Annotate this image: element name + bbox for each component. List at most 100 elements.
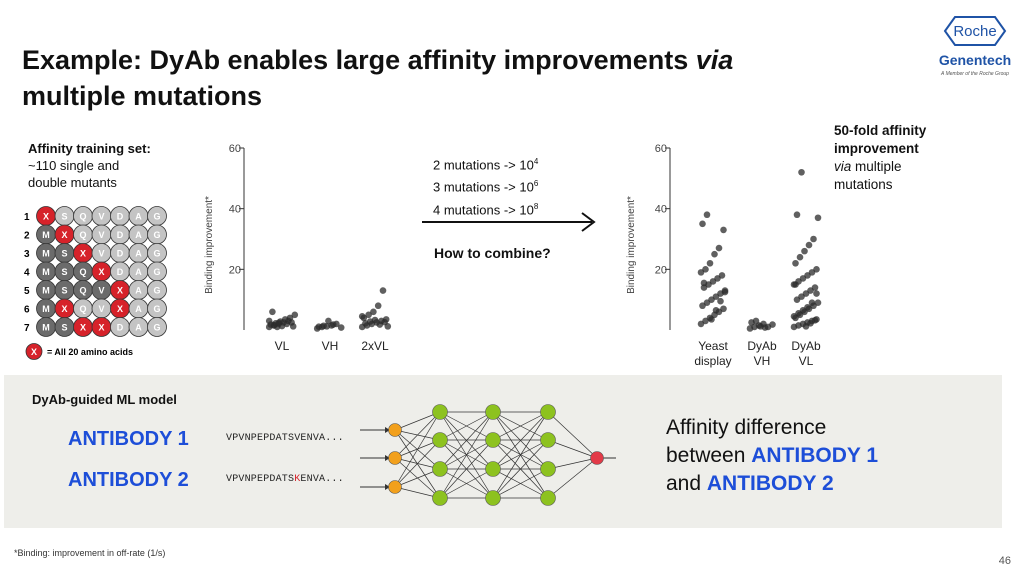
residue-letter: D (117, 212, 124, 222)
grid-row-label: 1 (24, 212, 30, 223)
output-antibody2: ANTIBODY 2 (706, 472, 834, 495)
affinity-output-text: Affinity difference between ANTIBODY 1 a… (666, 416, 879, 495)
data-point (752, 317, 760, 325)
y-tick-label: 40 (655, 204, 667, 216)
x-tick-label: VL (275, 339, 290, 353)
title-part2: multiple mutations (22, 81, 263, 111)
residue-letter: S (61, 286, 67, 296)
x-tick-label: 2xVL (361, 339, 389, 353)
residue-letter: A (135, 323, 142, 333)
data-point (811, 316, 819, 324)
nn-hidden-node (540, 432, 556, 448)
nn-input-node (388, 451, 402, 465)
training-set-line2: double mutants (28, 175, 117, 190)
data-point (720, 226, 727, 234)
data-point (329, 321, 337, 328)
nn-hidden-node (485, 490, 501, 506)
data-point (813, 266, 820, 273)
nn-output-node (590, 451, 604, 465)
residue-letter: A (135, 267, 142, 277)
nn-input-arrow (385, 455, 390, 461)
y-axis-label: Binding improvement* (626, 196, 637, 294)
binding-chart-training: 20 40 60 Binding improvement* VL VH 2xVL (204, 143, 392, 353)
data-point (813, 290, 820, 297)
nn-hidden-node (485, 432, 501, 448)
ml-model-panel (4, 375, 1002, 528)
data-point (801, 247, 808, 255)
nn-hidden-node (432, 432, 448, 448)
y-tick-label: 40 (229, 204, 241, 216)
data-point (365, 311, 372, 319)
residue-letter: M (42, 304, 50, 314)
x-tick-label: DyAb (791, 339, 821, 353)
combo-line-3: 3 mutations -> 106 (433, 179, 539, 195)
mutation-x-icon: X (117, 304, 123, 314)
nn-connection (439, 439, 494, 499)
roche-genentech-logo: Roche Genentech A Member of the Roche Gr… (929, 12, 1021, 82)
data-point (715, 244, 723, 252)
neural-network-diagram (360, 404, 616, 506)
legend-x-label: X (31, 347, 37, 357)
data-point (805, 241, 813, 249)
legend-x-icon (25, 343, 43, 360)
data-point (699, 220, 706, 228)
mutation-x-icon: X (80, 249, 86, 259)
data-point (769, 321, 776, 328)
nn-input-arrow (385, 484, 390, 490)
data-point (792, 259, 799, 267)
residue-letter: D (117, 267, 124, 277)
nn-connection (439, 411, 494, 499)
data-point (814, 299, 822, 306)
residue-letter: S (61, 267, 67, 277)
x-tick-label: VH (322, 339, 339, 353)
y-axis-label: Binding improvement* (204, 196, 215, 294)
residue-letter: M (42, 249, 50, 259)
data-point (706, 259, 714, 267)
residue-letter: V (98, 230, 104, 240)
data-point (288, 319, 295, 326)
data-point (810, 235, 817, 243)
residue-circle (147, 317, 167, 337)
residue-letter: Q (79, 212, 86, 222)
data-point (700, 279, 708, 287)
residue-letter: M (42, 286, 50, 296)
data-point (358, 313, 366, 320)
mutation-x-icon: X (61, 304, 67, 314)
output-antibody1: ANTIBODY 1 (751, 444, 879, 467)
training-set-line1: ~110 single and (28, 158, 120, 173)
residue-letter: V (98, 212, 104, 222)
nn-connection (394, 439, 441, 488)
data-point (325, 317, 332, 325)
residue-letter: Q (79, 230, 86, 240)
data-point (371, 316, 379, 324)
right-arrow-icon (422, 212, 596, 232)
y-tick-label: 20 (229, 264, 241, 276)
nn-hidden-node (432, 490, 448, 506)
antibody2-sequence: VPVNPEPDATSKENVA... (226, 474, 344, 485)
mutation-x-icon: X (98, 323, 104, 333)
residue-letter: G (153, 267, 160, 277)
nn-connection (492, 411, 549, 441)
residue-letter: A (135, 249, 142, 259)
residue-letter: V (98, 286, 104, 296)
residue-letter: M (42, 323, 50, 333)
data-point (337, 324, 345, 331)
page-number: 46 (998, 555, 1011, 567)
residue-letter: G (153, 286, 160, 296)
mutation-x-icon: X (98, 267, 104, 277)
data-point (269, 308, 276, 316)
residue-letter: Q (79, 286, 86, 296)
data-point (814, 214, 822, 222)
legend-text: = All 20 amino acids (47, 347, 133, 357)
logo-genentech-text: Genentech (939, 52, 1011, 68)
nn-connection (394, 411, 441, 431)
nn-connection (394, 411, 441, 488)
data-point (792, 281, 799, 288)
data-point (796, 253, 804, 261)
mutation-x-icon: X (80, 323, 86, 333)
residue-letter: G (153, 212, 160, 222)
training-set-text: Affinity training set: ~110 single and d… (28, 140, 208, 191)
data-point (708, 316, 715, 323)
data-point (711, 250, 718, 258)
data-point (721, 288, 729, 296)
